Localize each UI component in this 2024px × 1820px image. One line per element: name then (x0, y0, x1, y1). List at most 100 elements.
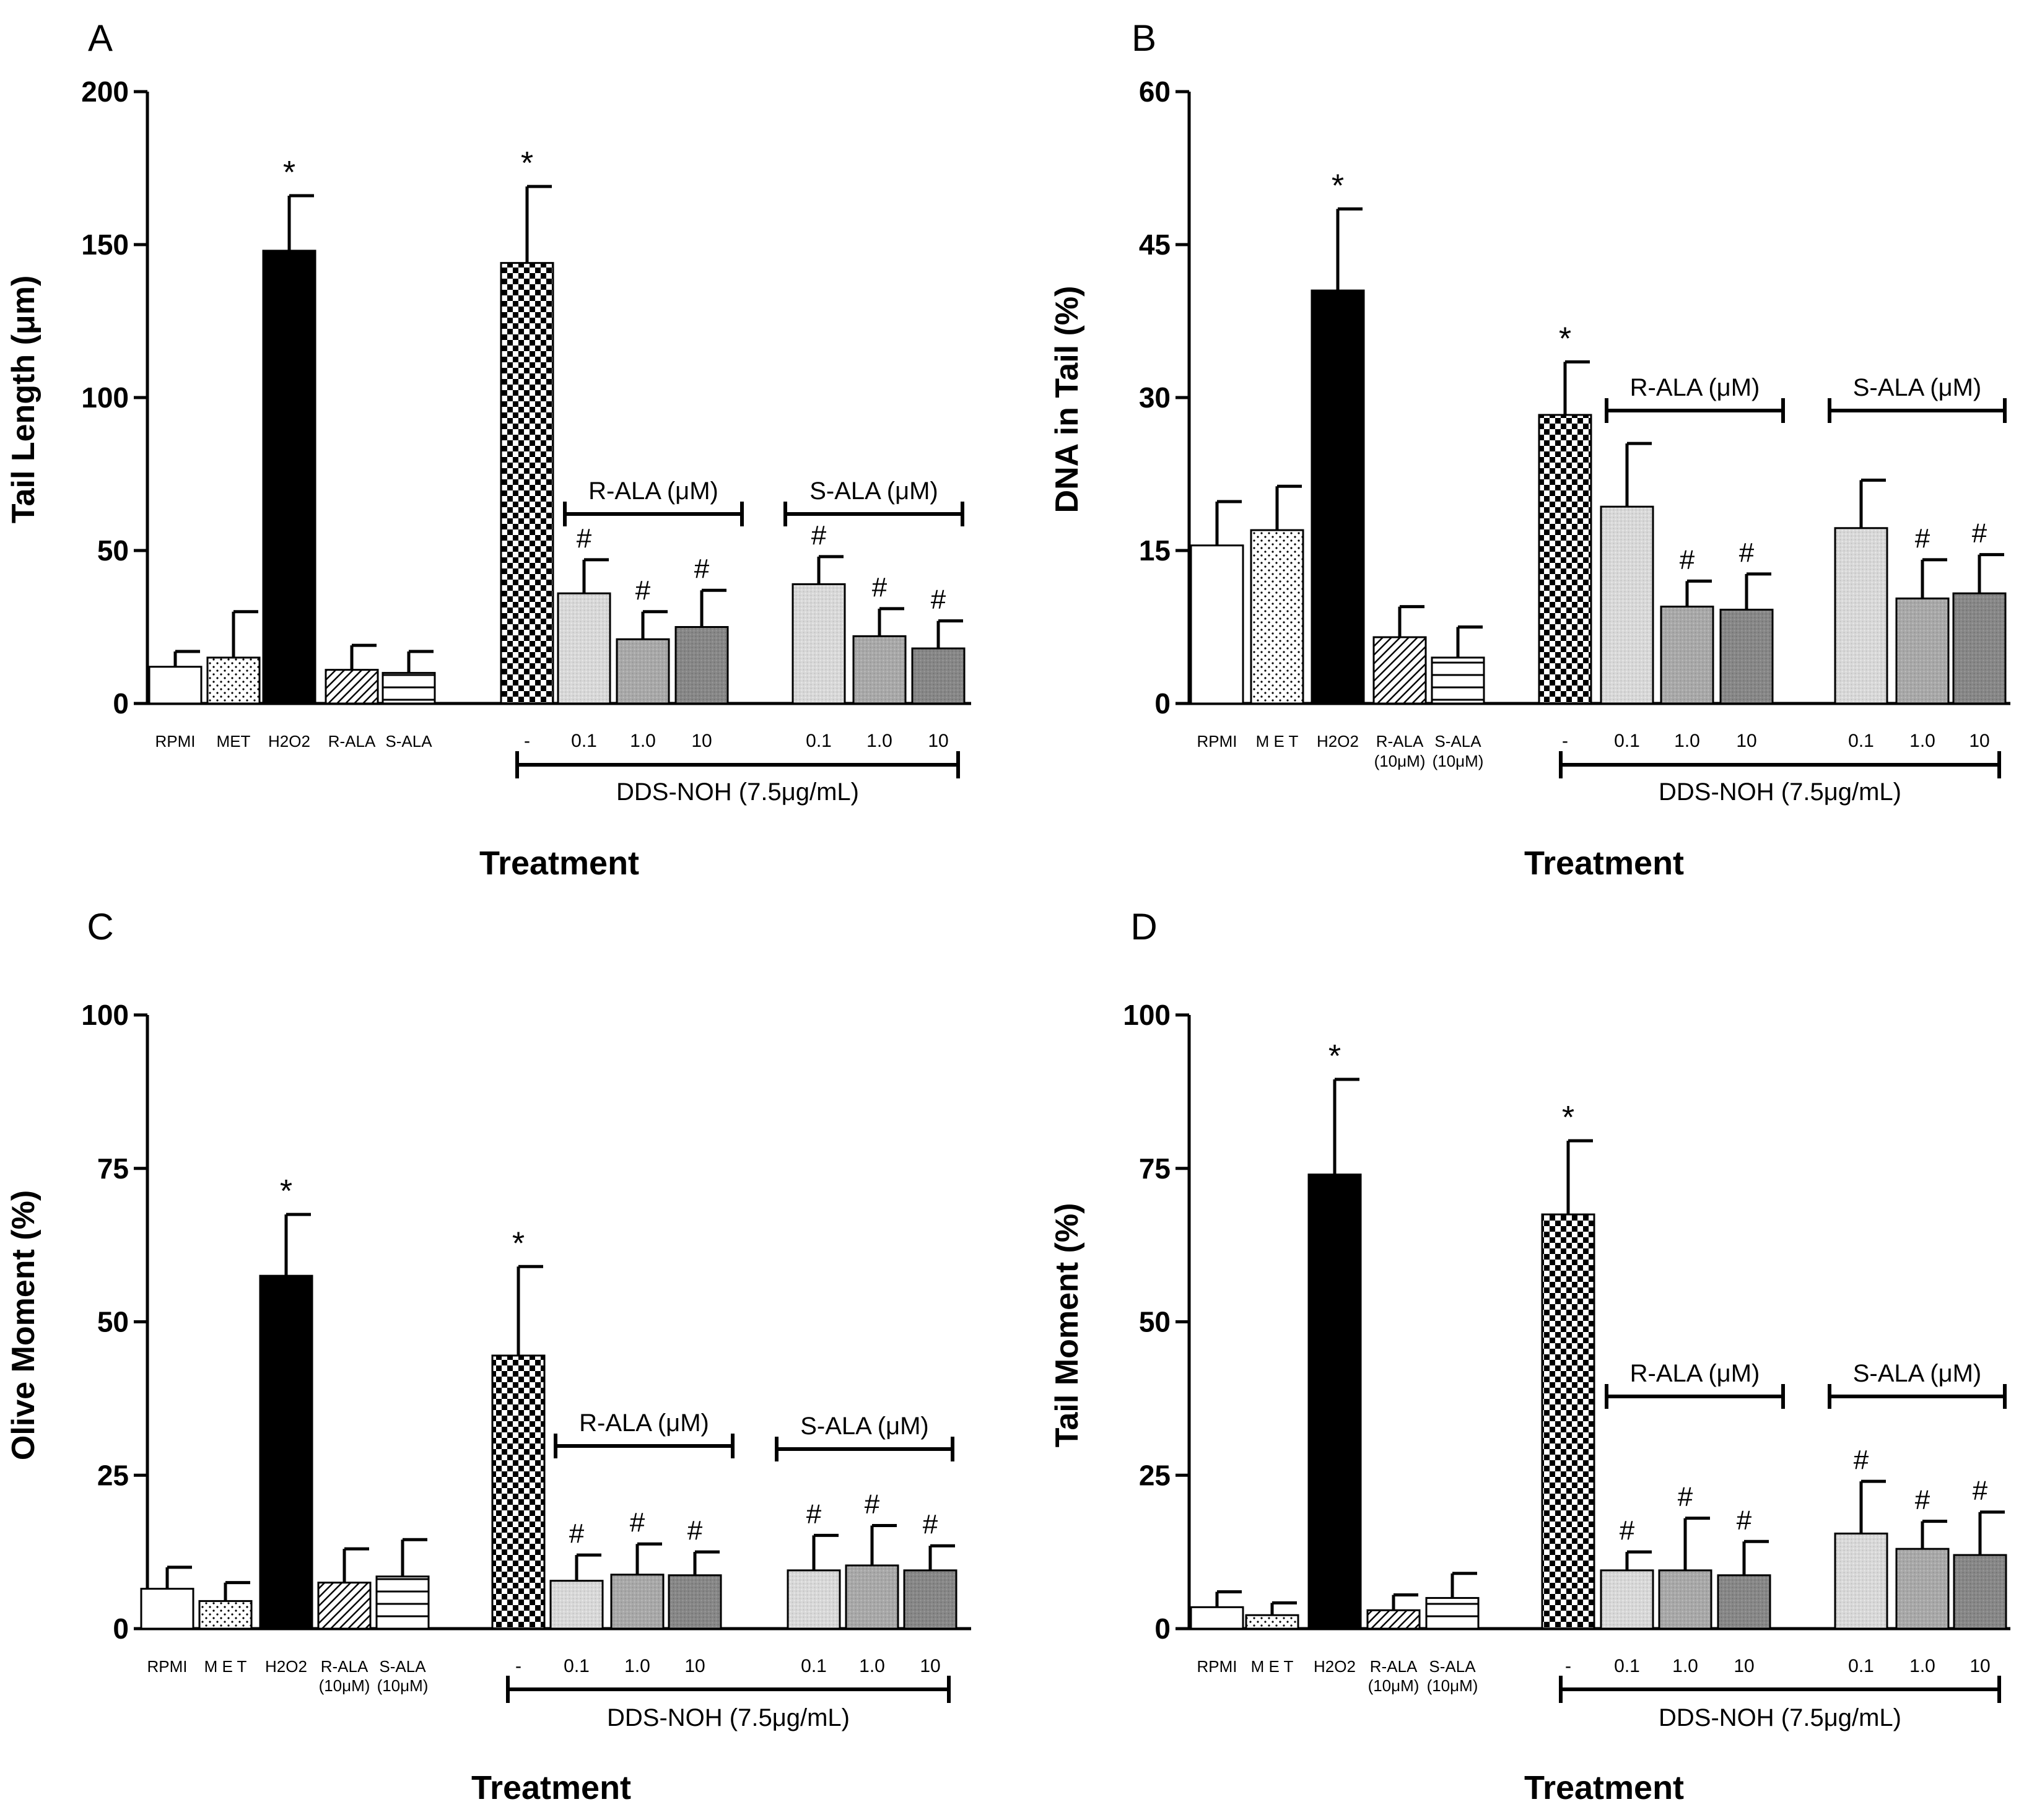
y-tick-label: 100 (81, 999, 129, 1031)
bar (1245, 1614, 1299, 1630)
y-tick-label: 15 (1139, 534, 1171, 567)
panel-b: B 0 15 30 45 60 DNA in Tail (%) * * # # # # RPMI M E T… (1049, 17, 2010, 882)
bar (140, 1588, 194, 1630)
x-tick-label: 10 (1969, 731, 1989, 751)
bar (557, 592, 611, 705)
bar (1250, 529, 1304, 705)
bar (1895, 1548, 1950, 1630)
significance-star: * (1559, 321, 1571, 357)
bar (792, 583, 846, 705)
y-tick-label: 50 (1139, 1306, 1171, 1338)
x-tick-label: R-ALA (321, 1657, 369, 1676)
y-axis-label: DNA in Tail (%) (1049, 286, 1085, 513)
bar (1311, 289, 1365, 705)
bar (382, 672, 436, 705)
y-tick-label: 50 (97, 1306, 129, 1338)
y-tick-label: 60 (1139, 76, 1171, 108)
y-tick-label: 0 (113, 687, 129, 720)
significance-hash: # (1915, 1485, 1930, 1515)
significance-star: * (283, 155, 295, 191)
y-tick-label: 30 (1139, 381, 1171, 414)
bar (1190, 1606, 1244, 1630)
y-tick-label: 0 (1154, 1613, 1171, 1645)
bar (1431, 656, 1485, 705)
y-tick-label: 0 (113, 1613, 129, 1645)
significance-hash: # (630, 1507, 645, 1538)
x-axis-label: Treatment (1524, 1769, 1684, 1806)
dds-noh-label: DDS-NOH (7.5μg/mL) (1659, 1704, 1901, 1731)
x-tick-label: - (515, 1656, 521, 1676)
x-tick-label: S-ALA (1434, 732, 1481, 751)
y-tick-label: 45 (1139, 229, 1171, 261)
x-tick-sublabel: (10μM) (1374, 752, 1426, 770)
significance-hash: # (1915, 523, 1930, 554)
bar (1600, 505, 1654, 705)
x-tick-label: - (1562, 731, 1568, 751)
dds-noh-label: DDS-NOH (7.5μg/mL) (616, 778, 859, 806)
bar (1600, 1569, 1654, 1630)
bar (1952, 592, 2007, 705)
significance-hash: # (1737, 1505, 1752, 1535)
x-tick-sublabel: (10μM) (1368, 1676, 1420, 1695)
bar (491, 1354, 546, 1630)
x-tick-label: R-ALA (1376, 732, 1424, 751)
significance-star: * (280, 1173, 292, 1209)
significance-hash: # (1854, 1445, 1869, 1475)
x-tick-label: 0.1 (1848, 731, 1874, 751)
r-ala-label: R-ALA (μM) (588, 477, 718, 505)
dds-noh-label: DDS-NOH (7.5μg/mL) (607, 1704, 850, 1731)
bar (148, 666, 203, 705)
bar (206, 656, 261, 705)
bar (1895, 597, 1950, 705)
bar (1660, 606, 1714, 705)
x-tick-label: 1.0 (859, 1656, 885, 1676)
bar (325, 669, 379, 705)
bar (375, 1575, 430, 1630)
significance-hash: # (872, 572, 888, 603)
x-tick-label: - (1565, 1656, 1571, 1676)
x-tick-label: 0.1 (571, 731, 597, 751)
bar (317, 1582, 372, 1630)
s-ala-label: S-ALA (μM) (809, 477, 938, 505)
x-tick-label: 10 (691, 731, 712, 751)
x-tick-label: 0.1 (801, 1656, 827, 1676)
bar (610, 1574, 665, 1630)
bar (911, 647, 966, 705)
x-tick-label: 0.1 (564, 1656, 590, 1676)
bar (674, 626, 729, 705)
y-tick-label: 75 (1139, 1152, 1171, 1185)
bar (1717, 1574, 1771, 1630)
x-tick-sublabel: (10μM) (319, 1676, 370, 1695)
significance-hash: # (1973, 1476, 1988, 1506)
bar (259, 1274, 313, 1630)
x-tick-label: RPMI (1197, 1657, 1237, 1676)
bar (500, 262, 554, 705)
significance-star: * (521, 146, 533, 181)
significance-hash: # (931, 585, 946, 615)
bar (668, 1574, 722, 1630)
panel-letter: A (88, 17, 113, 59)
x-tick-label: H2O2 (265, 1657, 307, 1676)
x-tick-label: 10 (920, 1656, 940, 1676)
x-axis-label: Treatment (479, 845, 639, 882)
bar (903, 1569, 957, 1630)
x-tick-label: 10 (1736, 731, 1756, 751)
significance-hash: # (806, 1499, 822, 1529)
x-tick-sublabel: (10μM) (377, 1676, 429, 1695)
panel-a: A 0 50 100 150 200 Tail Length (μm) * * # # # # # # RPM… (6, 17, 971, 882)
dds-noh-label: DDS-NOH (7.5μg/mL) (1659, 778, 1901, 806)
panel-letter: B (1132, 17, 1156, 59)
x-tick-label: 0.1 (1614, 731, 1640, 751)
x-tick-label: M E T (204, 1657, 247, 1676)
bar (1425, 1596, 1480, 1630)
x-tick-label: 1.0 (1909, 1656, 1935, 1676)
y-axis-label: Tail Moment (%) (1049, 1203, 1085, 1448)
bar (1538, 414, 1592, 705)
x-tick-label: 0.1 (1614, 1656, 1640, 1676)
bar (1190, 544, 1244, 705)
bar (852, 635, 907, 705)
bar (1366, 1609, 1421, 1630)
significance-hash: # (687, 1515, 703, 1546)
bar (1834, 1532, 1888, 1630)
significance-star: * (1562, 1100, 1574, 1136)
